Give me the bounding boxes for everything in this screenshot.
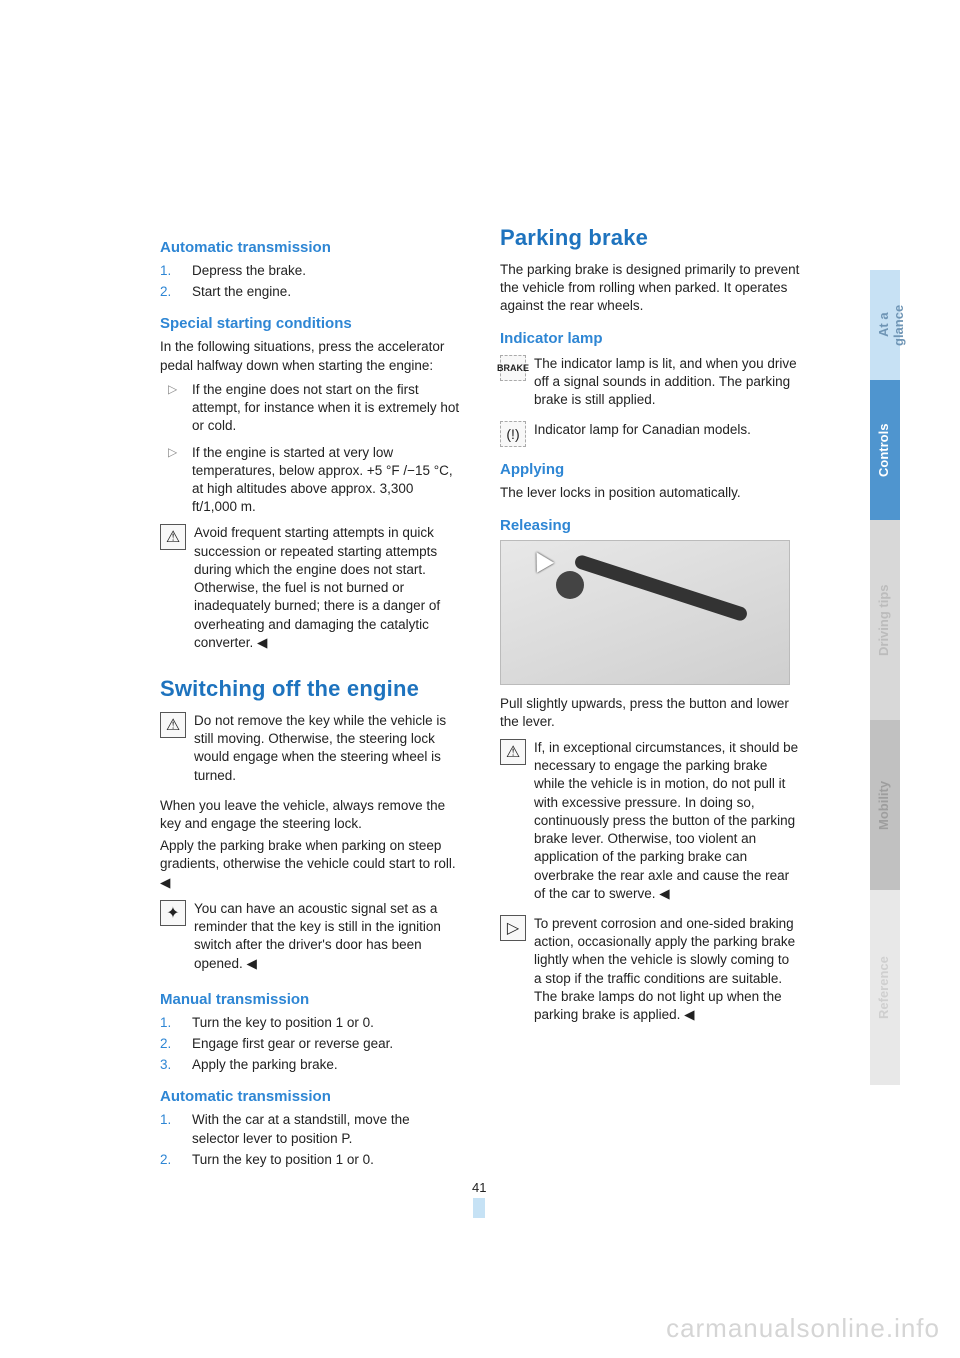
- watermark: carmanualsonline.info: [666, 1313, 940, 1344]
- brake-canada-icon: (!): [500, 421, 526, 447]
- list-item: If the engine does not start on the firs…: [160, 381, 460, 436]
- heading-auto-trans: Automatic transmission: [160, 239, 460, 256]
- heading-switch-off: Switching off the engine: [160, 676, 460, 702]
- list-item: 2.Turn the key to position 1 or 0.: [160, 1151, 460, 1169]
- list-item: 1.Depress the brake.: [160, 262, 460, 280]
- auto2-steps: 1.With the car at a standstill, move the…: [160, 1111, 460, 1169]
- tab-controls[interactable]: Controls: [870, 380, 900, 520]
- heading-parking-brake: Parking brake: [500, 225, 800, 251]
- heading-releasing: Releasing: [500, 517, 800, 534]
- note-icon: ▷: [500, 915, 526, 941]
- special-intro: In the following situations, press the a…: [160, 338, 460, 374]
- step-text: Start the engine.: [192, 284, 291, 299]
- list-item: 1.Turn the key to position 1 or 0.: [160, 1014, 460, 1032]
- step-text: Engage first gear or reverse gear.: [192, 1036, 393, 1051]
- section-tabs: At a glance Controls Driving tips Mobili…: [870, 270, 900, 1085]
- warning-text: If, in exceptional circumstances, it sho…: [534, 739, 800, 903]
- warning-text: Avoid frequent starting attempts in quic…: [194, 524, 460, 652]
- heading-indicator: Indicator lamp: [500, 330, 800, 347]
- list-item: 2.Start the engine.: [160, 283, 460, 301]
- lever-knob: [556, 571, 584, 599]
- tab-reference[interactable]: Reference: [870, 890, 900, 1085]
- list-item: If the engine is started at very low tem…: [160, 444, 460, 517]
- arrow-icon: [528, 547, 554, 573]
- tip-text: To prevent corrosion and one-sided braki…: [534, 915, 800, 1024]
- left-column: Automatic transmission 1.Depress the bra…: [160, 225, 460, 1179]
- warning-icon: ⚠: [160, 524, 186, 550]
- heading-special: Special starting conditions: [160, 315, 460, 332]
- applying-text: The lever locks in position automaticall…: [500, 484, 800, 502]
- step-text: Turn the key to position 1 or 0.: [192, 1152, 374, 1167]
- page-content: Automatic transmission 1.Depress the bra…: [160, 225, 800, 1179]
- list-item: 2.Engage first gear or reverse gear.: [160, 1035, 460, 1053]
- person-icon: ✦: [160, 900, 186, 926]
- step-text: With the car at a standstill, move the s…: [192, 1112, 410, 1145]
- step-text: Apply the parking brake.: [192, 1057, 338, 1072]
- step-text: Turn the key to position 1 or 0.: [192, 1015, 374, 1030]
- warning-text: Do not remove the key while the vehicle …: [194, 712, 460, 785]
- step-text: Depress the brake.: [192, 263, 306, 278]
- heading-auto-trans-2: Automatic transmission: [160, 1088, 460, 1105]
- tab-driving-tips[interactable]: Driving tips: [870, 520, 900, 720]
- releasing-text: Pull slightly upwards, press the button …: [500, 695, 800, 731]
- special-bullets: If the engine does not start on the firs…: [160, 381, 460, 517]
- tip-text: You can have an acoustic signal set as a…: [194, 900, 460, 973]
- brake-lamp-icon: BRAKE: [500, 355, 526, 381]
- parking-brake-figure: [500, 540, 790, 685]
- list-item: 1.With the car at a standstill, move the…: [160, 1111, 460, 1147]
- heading-applying: Applying: [500, 461, 800, 478]
- page-number: 41: [472, 1180, 486, 1218]
- indicator-canada-block: (!) Indicator lamp for Canadian models.: [500, 421, 800, 447]
- indicator-canada-text: Indicator lamp for Canadian models.: [534, 421, 800, 439]
- right-column: Parking brake The parking brake is desig…: [500, 225, 800, 1179]
- auto-steps: 1.Depress the brake. 2.Start the engine.: [160, 262, 460, 301]
- warning-block: ⚠ If, in exceptional circumstances, it s…: [500, 739, 800, 907]
- parking-intro: The parking brake is designed primarily …: [500, 261, 800, 316]
- tip-block: ▷ To prevent corrosion and one-sided bra…: [500, 915, 800, 1028]
- warning-block: ⚠ Do not remove the key while the vehicl…: [160, 712, 460, 789]
- warning-icon: ⚠: [160, 712, 186, 738]
- heading-manual-trans: Manual transmission: [160, 991, 460, 1008]
- list-item: 3.Apply the parking brake.: [160, 1056, 460, 1074]
- lever-shape: [573, 553, 749, 622]
- tab-at-a-glance[interactable]: At a glance: [870, 270, 900, 380]
- manual-steps: 1.Turn the key to position 1 or 0. 2.Eng…: [160, 1014, 460, 1075]
- body-text: Apply the parking brake when parking on …: [160, 837, 460, 892]
- indicator-text: The indicator lamp is lit, and when you …: [534, 355, 800, 410]
- tab-mobility[interactable]: Mobility: [870, 720, 900, 890]
- indicator-block: BRAKE The indicator lamp is lit, and whe…: [500, 355, 800, 414]
- warning-block: ⚠ Avoid frequent starting attempts in qu…: [160, 524, 460, 656]
- warning-icon: ⚠: [500, 739, 526, 765]
- body-text: When you leave the vehicle, always remov…: [160, 797, 460, 833]
- tip-block: ✦ You can have an acoustic signal set as…: [160, 900, 460, 977]
